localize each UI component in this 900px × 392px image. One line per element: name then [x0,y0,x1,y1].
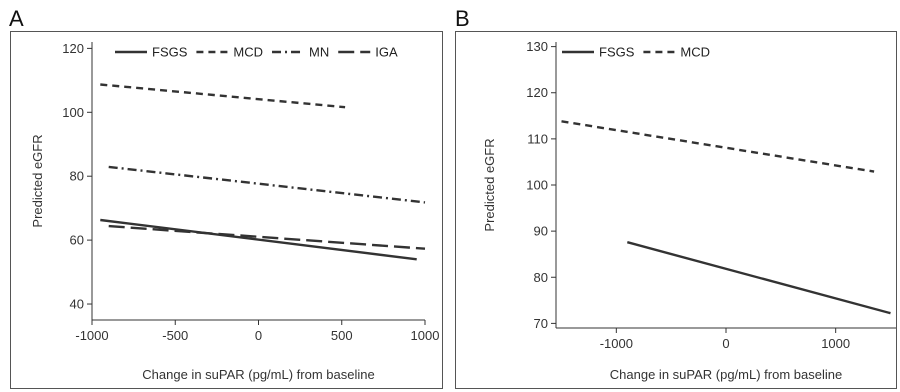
panel-b-chart: B 70 80 90 100 110 120 130 -1000 0 1000 Change in s… [455,6,897,389]
panel-a-y-tick-label: 100 [62,105,84,120]
panel-b-x-tick-label: -1000 [600,336,633,351]
panel-a-series-mn-line [108,165,426,204]
panel-a-x-tick-label: -1000 [75,328,108,343]
panel-a-x-tick-label: -500 [162,328,188,343]
panel-a-y-tick-label: 60 [70,233,84,248]
panel-a-series-mcd-line [100,83,346,109]
panel-a-x-tick-label: 500 [331,328,353,343]
panel-a-y-tick-label: 80 [70,169,84,184]
panel-b-frame [455,31,897,389]
panel-b-series-mcd-line [561,120,875,173]
panel-b-y-tick-label: 110 [527,131,548,146]
panel-a-x-tick-label: 1000 [411,328,440,343]
panel-a-y-tick-label: 40 [70,297,84,312]
panel-b-y-tick-label: 130 [526,39,548,54]
panel-a-series-iga-line [108,224,426,250]
panel-a-x-tick-label: 0 [255,328,262,343]
panel-a-series-fsgs-line [100,218,417,261]
panel-b-y-tick-label: 100 [526,178,548,193]
panel-b-letter: B [455,6,470,31]
panel-a-x-axis-label: Change in suPAR (pg/mL) from baseline [142,367,374,382]
panel-b-x-tick-label: 1000 [821,336,850,351]
panel-b-y-tick-label: 120 [526,85,548,100]
panel-b-y-tick-label: 80 [534,270,548,285]
panel-a-legend-label-iga: IGA [375,45,398,60]
panel-b-y-tick-label: 70 [534,316,548,331]
panel-a-legend-label-mn: MN [309,45,329,60]
panel-b-legend-label-mcd: MCD [680,45,710,60]
panel-a-y-axis-label: Predicted eGFR [30,134,45,227]
panel-b-x-axis-label: Change in suPAR (pg/mL) from baseline [610,367,842,382]
panel-a-letter: A [9,6,24,31]
panel-b-x-tick-label: 0 [722,336,729,351]
panel-a-frame [10,31,443,389]
panel-a-y-tick-label: 120 [62,41,84,56]
panel-a-legend-label-mcd: MCD [233,45,263,60]
panel-b-y-axis-label: Predicted eGFR [482,138,497,231]
panel-b-y-tick-label: 90 [534,224,548,239]
panel-a-legend-label-fsgs: FSGS [152,45,188,60]
panel-b-series-fsgs-line [626,241,891,315]
panel-a-chart: A 40 60 80 100 120 -1000 -500 0 500 1000 Change in … [9,6,443,389]
panel-b-legend-label-fsgs: FSGS [599,45,635,60]
